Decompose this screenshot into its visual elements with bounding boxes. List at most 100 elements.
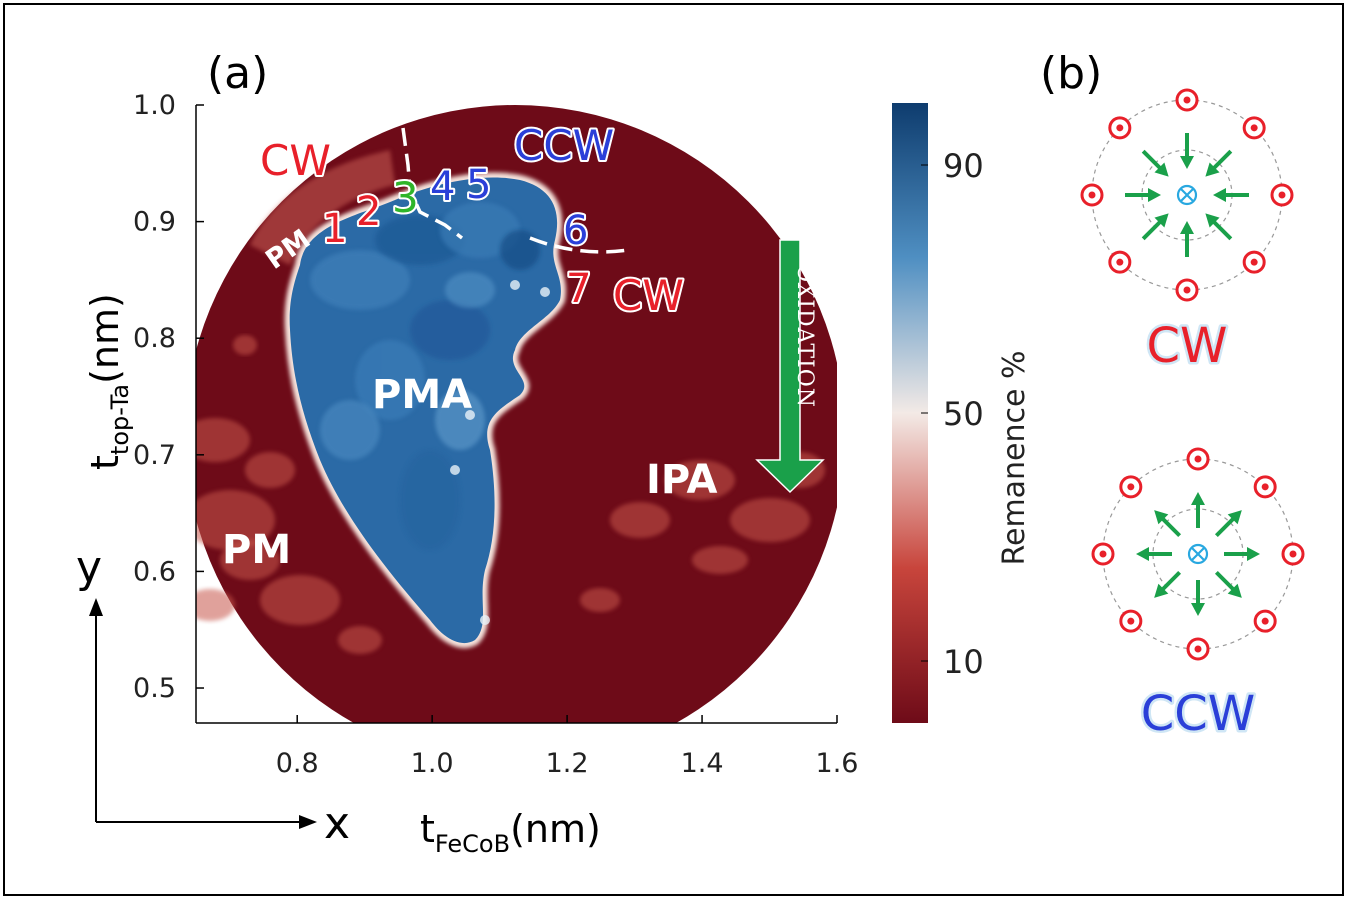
out-of-plane-dot-center <box>1088 191 1096 199</box>
moment-arrow-head <box>1247 547 1260 561</box>
x-axis-label: tFeCoB(nm) <box>420 807 601 858</box>
pma-speck <box>540 287 550 297</box>
pma-speck <box>465 410 475 420</box>
out-of-plane-dot-center <box>1127 617 1135 625</box>
pm-patch <box>692 546 748 574</box>
into-plane-cross-2 <box>1191 547 1205 561</box>
out-of-plane-dot-center <box>1116 258 1124 266</box>
moment-arrow-head <box>1154 162 1169 177</box>
colorbar-tick-label: 50 <box>943 395 984 433</box>
pm-patch <box>196 418 250 462</box>
panel-b-label: (b) <box>1040 48 1102 99</box>
moment-arrow-head <box>1191 492 1205 505</box>
cw-vortex: CW <box>1080 88 1294 377</box>
out-of-plane-dot-center <box>1278 191 1286 199</box>
pma-speck <box>480 615 490 625</box>
sample-label-2: 2 <box>356 189 381 235</box>
moment-arrow-head <box>1180 156 1194 169</box>
y-axis-label-unit: (nm) <box>83 293 127 384</box>
pm-patch <box>245 452 295 488</box>
y-tick-label: 0.6 <box>133 556 176 587</box>
y-tick-label: 0.7 <box>133 440 176 471</box>
moment-arrow-head <box>1227 510 1242 525</box>
axes: 0.8 1.0 1.2 1.4 1.60.50.60.70.80.91.0tFeCoB(… <box>83 90 858 858</box>
region-label-pm: PM <box>222 527 291 573</box>
pma-texture-patch <box>410 300 490 360</box>
x-direction-arrowhead <box>299 815 317 829</box>
moment-arrow-shaft <box>1210 218 1233 241</box>
y-tick-label: 0.9 <box>133 207 176 238</box>
out-of-plane-dot-center <box>1250 258 1258 266</box>
pma-texture-patch <box>310 250 410 310</box>
x-axis-label-sub: FeCoB <box>435 830 510 858</box>
x-direction-label: x <box>324 798 350 849</box>
colorbar-label: Remanence % <box>997 350 1032 565</box>
moment-arrow-head <box>1154 583 1169 598</box>
boundary-line-1 <box>401 127 464 240</box>
sample-label-5: 5 <box>466 162 491 208</box>
moment-arrow-head <box>1136 547 1149 561</box>
moment-arrow-head <box>1154 510 1169 525</box>
x-tick-label: 1.0 <box>411 748 454 779</box>
y-tick-label: 0.5 <box>133 673 176 704</box>
y-tick-label: 1.0 <box>133 90 176 121</box>
region-label-ipa: IPA <box>646 457 718 503</box>
oxidation-arrow <box>755 239 825 494</box>
pma-texture <box>310 202 540 550</box>
into-plane-cross-2 <box>1180 188 1194 202</box>
boundary-line-2 <box>529 236 629 254</box>
pma-texture-patch <box>400 450 460 550</box>
moment-arrow-shaft <box>1210 149 1233 172</box>
out-of-plane-dot-center <box>1289 550 1297 558</box>
out-of-plane-dot-center <box>1261 483 1269 491</box>
cw-label: CW <box>1147 318 1228 374</box>
x-tick-label: 1.2 <box>546 748 589 779</box>
pm-patch <box>610 502 670 538</box>
out-of-plane-dot-center <box>1250 124 1258 132</box>
panel-a-label: (a) <box>207 48 268 99</box>
out-of-plane-dot-center <box>1183 96 1191 104</box>
moment-arrow-head <box>1205 213 1220 228</box>
moment-arrow-head <box>1213 188 1226 202</box>
colorbar-tick-label: 10 <box>943 643 984 681</box>
moment-arrow-shaft <box>1159 570 1182 593</box>
x-axis-label-main: t <box>420 807 435 851</box>
moment-arrow-head <box>1154 213 1169 228</box>
ccw-label: CCW <box>1141 686 1256 742</box>
pma-texture-patch <box>435 390 485 450</box>
panel-b: CW CCW <box>1080 88 1305 745</box>
pma-texture-patch <box>445 272 495 308</box>
out-of-plane-dot-center <box>1194 455 1202 463</box>
pm-patch <box>580 588 620 612</box>
moment-arrow-head <box>1205 162 1220 177</box>
x-axis-label-unit: (nm) <box>510 807 601 851</box>
annotation-cw: CW <box>613 271 684 320</box>
annotation-ccw: CCW <box>514 121 614 170</box>
sample-label-3: 3 <box>392 173 419 222</box>
moment-arrow-shaft <box>1159 515 1182 538</box>
y-direction-arrowhead <box>89 598 103 616</box>
pm-band <box>250 150 395 265</box>
pma-texture-patch <box>500 230 540 270</box>
out-of-plane-dot-center <box>1194 645 1202 653</box>
pma-texture-patch <box>320 400 380 460</box>
pm-patch <box>233 335 257 355</box>
out-of-plane-dot-center <box>1127 483 1135 491</box>
pm-patch <box>260 575 340 625</box>
x-tick-label: 1.4 <box>681 748 724 779</box>
y-axis-label: ttop-Ta(nm) <box>83 293 134 470</box>
moment-arrow-shaft <box>1214 570 1237 593</box>
pm-patch <box>730 498 810 542</box>
y-axis-label-sub: top-Ta <box>106 384 134 455</box>
region-label-pma: PMA <box>372 372 472 418</box>
moment-arrow-head <box>1191 603 1205 616</box>
y-tick-label: 0.8 <box>133 323 176 354</box>
sample-label-7: 7 <box>566 266 591 312</box>
colorbar-tick-label: 90 <box>943 147 984 185</box>
sample-label-4: 4 <box>430 164 455 210</box>
pma-speck <box>510 280 520 290</box>
x-tick-label: 1.6 <box>816 748 859 779</box>
pm-patch <box>665 460 735 500</box>
